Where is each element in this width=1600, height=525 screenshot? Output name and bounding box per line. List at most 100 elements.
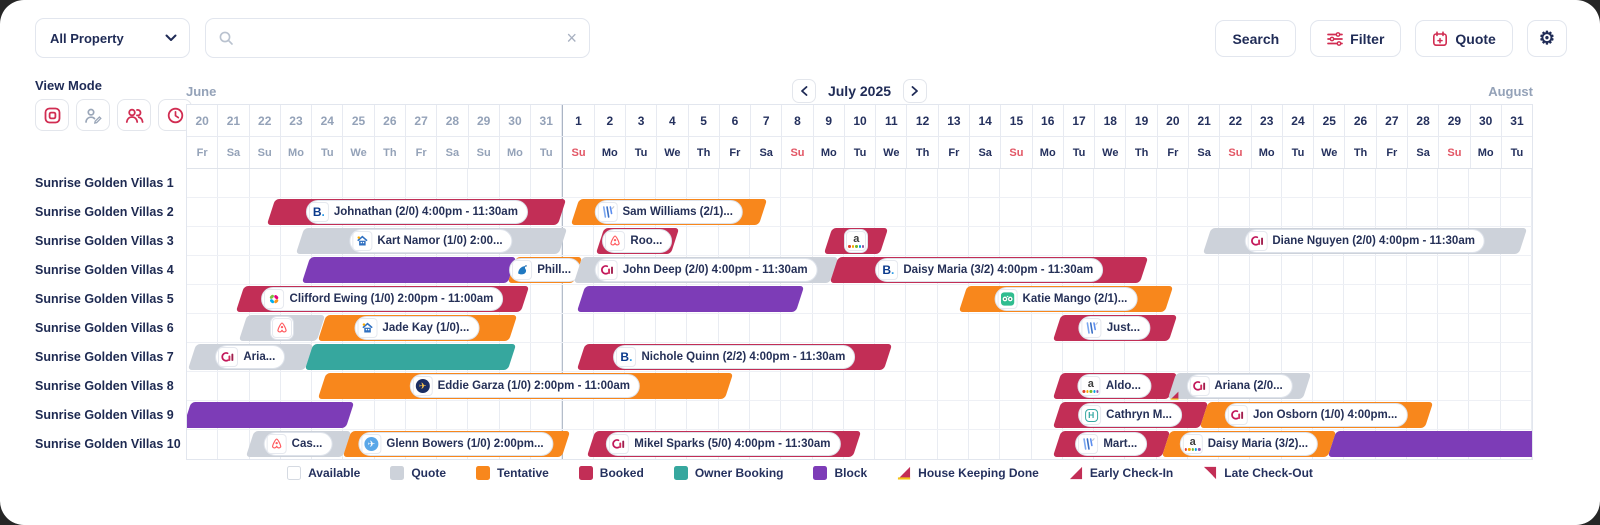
day-of-week[interactable]: We (343, 137, 375, 168)
property-filter-dropdown[interactable]: All Property (35, 18, 190, 58)
day-number[interactable]: 25 (1314, 105, 1346, 136)
day-number[interactable]: 20 (1158, 105, 1189, 136)
booking-bar-booked[interactable]: Roo... (595, 228, 680, 254)
prev-month-button[interactable] (791, 79, 816, 103)
booking-bar-booked[interactable]: Mart... (1052, 431, 1171, 457)
property-row-label[interactable]: Sunrise Golden Villas 8 (35, 378, 174, 393)
day-of-week[interactable]: Tu (845, 137, 877, 168)
booking-bar-booked[interactable]: Just... (1052, 315, 1177, 341)
calendar-row[interactable]: ✈ Eddie Garza (1/0) 2:00pm - 11:00am a Aldo… (187, 372, 1532, 401)
day-of-week[interactable]: Mo (1471, 137, 1502, 168)
property-row-label[interactable]: Sunrise Golden Villas 2 (35, 204, 174, 219)
day-of-week[interactable]: Mo (595, 137, 626, 168)
day-number[interactable]: 26 (1345, 105, 1377, 136)
view-mode-people-button[interactable] (117, 99, 151, 131)
day-number[interactable]: 24 (1283, 105, 1315, 136)
calendar-row[interactable] (187, 169, 1532, 198)
day-of-week[interactable]: Tu (531, 137, 563, 168)
calendar-row[interactable]: Clifford Ewing (1/0) 2:00pm - 11:00am Kat… (187, 285, 1532, 314)
booking-bar-booked[interactable]: B. Johnathan (2/0) 4:00pm - 11:30am (267, 199, 567, 225)
booking-bar-booked[interactable]: B. Nichole Quinn (2/2) 4:00pm - 11:30am (576, 344, 892, 370)
calendar-row[interactable]: Jade Kay (1/0)... Just... (187, 314, 1532, 343)
day-number[interactable]: 6 (720, 105, 752, 136)
day-of-week[interactable]: Su (250, 137, 281, 168)
day-number[interactable]: 29 (469, 105, 500, 136)
view-mode-guest-button[interactable] (76, 99, 110, 131)
day-of-week[interactable]: Su (782, 137, 814, 168)
day-of-week[interactable]: Fr (1377, 137, 1408, 168)
property-row-label[interactable]: Sunrise Golden Villas 5 (35, 291, 174, 306)
booking-bar-quote[interactable]: John Deep (2/0) 4:00pm - 11:30am (573, 257, 839, 283)
day-of-week[interactable]: Fr (1158, 137, 1189, 168)
day-of-week[interactable]: Th (907, 137, 939, 168)
day-number[interactable]: 10 (845, 105, 877, 136)
day-of-week[interactable]: Mo (814, 137, 845, 168)
day-number[interactable]: 2 (595, 105, 626, 136)
calendar-row[interactable]: Aria... B. Nichole Quinn (2/2) 4:00pm - 11… (187, 343, 1532, 372)
calendar-row[interactable]: B. Johnathan (2/0) 4:00pm - 11:30am Sam Wi… (187, 198, 1532, 227)
day-number[interactable]: 31 (1510, 113, 1524, 128)
property-row-label[interactable]: Sunrise Golden Villas 9 (35, 407, 174, 422)
day-number[interactable]: 7 (751, 105, 783, 136)
view-mode-property-button[interactable] (35, 99, 69, 131)
day-of-week[interactable]: Th (375, 137, 406, 168)
day-number[interactable]: 26 (375, 105, 406, 136)
day-of-week[interactable]: Tu (1064, 137, 1096, 168)
day-number[interactable]: 25 (343, 105, 375, 136)
day-of-week[interactable]: Sa (970, 137, 1002, 168)
day-of-week[interactable]: Su (562, 137, 595, 168)
day-of-week[interactable]: Tu (312, 137, 344, 168)
day-of-week[interactable]: Mo (1252, 137, 1283, 168)
booking-bar-block[interactable] (187, 402, 354, 428)
day-number[interactable]: 23 (1252, 105, 1283, 136)
day-number[interactable]: 16 (1033, 105, 1064, 136)
day-number[interactable]: 17 (1064, 105, 1096, 136)
booking-bar-tentative[interactable]: Katie Mango (2/1)... (958, 286, 1174, 312)
next-month-button[interactable] (903, 79, 928, 103)
day-number[interactable]: 30 (500, 105, 532, 136)
property-row-label[interactable]: Sunrise Golden Villas 4 (35, 262, 174, 277)
day-of-week[interactable]: Fr (187, 137, 219, 168)
property-row-label[interactable]: Sunrise Golden Villas 1 (35, 175, 174, 190)
booking-bar-quote[interactable]: Ariana (2/0... (1168, 373, 1312, 400)
day-of-week[interactable]: Fr (406, 137, 438, 168)
calendar-row[interactable]: Kart Namor (1/0) 2:00... Roo... a Diane Ngu… (187, 227, 1532, 256)
day-number[interactable]: 22 (250, 105, 281, 136)
booking-bar-tentative[interactable]: ✈ Eddie Garza (1/0) 2:00pm - 11:00am (317, 373, 733, 399)
day-number[interactable]: 15 (1001, 105, 1033, 136)
booking-bar-quote[interactable]: Diane Nguyen (2/0) 4:00pm - 11:30am (1202, 228, 1527, 254)
booking-bar-quote[interactable]: Cas... (245, 431, 351, 457)
day-number[interactable]: 14 (970, 105, 1002, 136)
day-number[interactable]: 23 (281, 105, 313, 136)
booking-bar-booked[interactable]: Clifford Ewing (1/0) 2:00pm - 11:00am (235, 286, 530, 312)
day-of-week[interactable]: Tu (1510, 146, 1524, 159)
day-of-week[interactable]: Su (469, 137, 500, 168)
day-of-week[interactable]: Th (689, 137, 720, 168)
filter-button[interactable]: Filter (1310, 20, 1402, 57)
booking-bar-quote[interactable]: Aria... (187, 344, 314, 370)
booking-bar-booked[interactable]: H Cathryn M... (1052, 402, 1208, 428)
booking-bar-tentative[interactable]: Jon Osborn (1/0) 4:00pm... (1199, 402, 1433, 428)
day-number[interactable]: 20 (187, 105, 219, 136)
day-number[interactable]: 30 (1471, 105, 1502, 136)
day-of-week[interactable]: Sa (218, 137, 250, 168)
day-number[interactable]: 28 (1408, 105, 1440, 136)
day-of-week[interactable]: We (1095, 137, 1127, 168)
day-of-week[interactable]: Fr (939, 137, 971, 168)
day-of-week[interactable]: Mo (500, 137, 532, 168)
day-number[interactable]: 24 (312, 105, 344, 136)
day-number[interactable]: 27 (1377, 105, 1408, 136)
day-of-week[interactable]: Sa (1408, 137, 1440, 168)
booking-bar-tentative[interactable]: a Daisy Maria (3/2)... (1161, 431, 1337, 457)
day-of-week[interactable]: Su (1220, 137, 1252, 168)
day-number[interactable]: 3 (626, 105, 658, 136)
day-number[interactable]: 5 (689, 105, 720, 136)
day-of-week[interactable]: Sa (751, 137, 783, 168)
settings-button[interactable]: ⚙ (1526, 20, 1567, 57)
day-number[interactable]: 18 (1095, 105, 1127, 136)
day-number[interactable]: 28 (437, 105, 469, 136)
day-of-week[interactable]: Fr (720, 137, 752, 168)
day-number[interactable]: 9 (814, 105, 845, 136)
quote-button[interactable]: Quote (1415, 20, 1513, 57)
booking-bar-booked[interactable]: Mikel Sparks (5/0) 4:00pm - 11:30am (586, 431, 861, 457)
